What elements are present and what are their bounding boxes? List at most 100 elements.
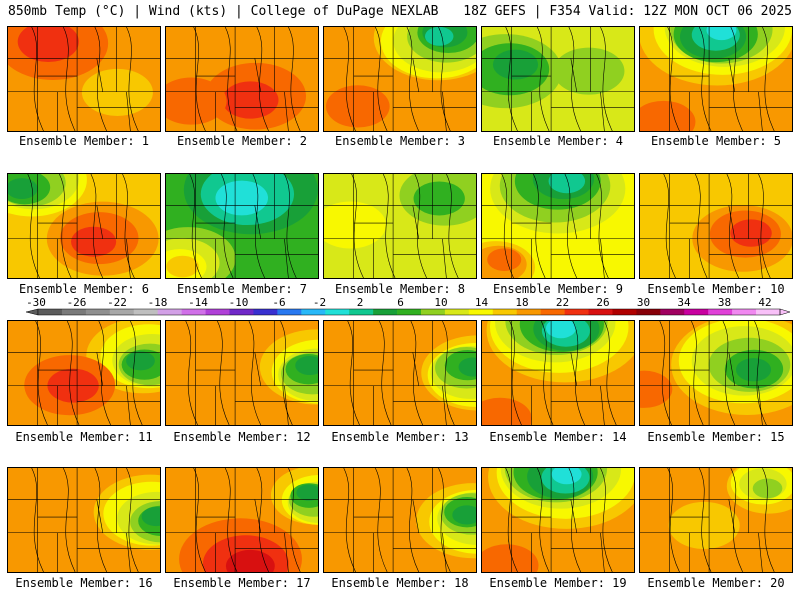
temperature-field [8,321,160,425]
ensemble-member-map [323,467,477,573]
ensemble-member-label: Ensemble Member: 6 [18,282,150,296]
colorbar-segment [157,309,182,315]
ensemble-member-label: Ensemble Member: 19 [489,576,627,590]
temperature-colorbar: -30 -26 -22 -18 -14 -10 -6 -2 2 6 10 14 18 22 26 30 34 38… [25,296,791,316]
ensemble-member-label: Ensemble Member: 7 [176,282,308,296]
colorbar-segment [133,309,158,315]
colorbar-tick-label: 14 [475,296,489,309]
colorbar-tick-label: 22 [556,296,569,309]
colorbar-segment [588,309,613,315]
colorbar-segment [301,309,326,315]
colorbar-tick-label: 26 [596,296,609,309]
colorbar-segment [85,309,111,315]
ensemble-member-map [323,320,477,426]
temperature-field [166,174,318,278]
temperature-field [640,27,792,131]
colorbar-tick-label: -18 [148,296,168,309]
ensemble-member-map [639,467,793,573]
temperature-field [166,468,318,572]
ensemble-member-label: Ensemble Member: 3 [334,134,466,148]
colorbar-segment [373,309,398,315]
colorbar-tick-label: -22 [107,296,127,309]
ensemble-member-map [7,467,161,573]
temperature-field [166,27,318,131]
map-title: 850mb Temp (°C) | Wind (kts) | College o… [8,4,439,19]
ensemble-member-map [7,173,161,279]
ensemble-member-label: Ensemble Member: 20 [647,576,785,590]
temperature-field [482,468,634,572]
colorbar-segment [38,309,63,315]
temperature-field [482,321,634,425]
ensemble-member-map [639,320,793,426]
colorbar-segment [61,309,87,315]
ensemble-member-label: Ensemble Member: 15 [647,430,785,444]
colorbar-tick-label: 18 [515,296,528,309]
colorbar-segment [684,309,709,315]
colorbar-segment [492,309,518,315]
temperature-field [8,468,160,572]
temperature-field [324,321,476,425]
ensemble-member-map [7,26,161,132]
colorbar-tick-label: -6 [272,296,285,309]
ensemble-member-label: Ensemble Member: 8 [334,282,466,296]
ensemble-member-map [323,173,477,279]
colorbar-segment [732,309,757,315]
ensemble-member-label: Ensemble Member: 14 [489,430,627,444]
temperature-field [166,321,318,425]
ensemble-member-map [7,320,161,426]
ensemble-member-label: Ensemble Member: 16 [15,576,153,590]
temperature-field [640,174,792,278]
temperature-field [8,27,160,131]
colorbar-tick-label: -10 [229,296,249,309]
colorbar-segment [253,309,278,315]
ensemble-member-label: Ensemble Member: 4 [492,134,624,148]
ensemble-member-label: Ensemble Member: 13 [331,430,469,444]
colorbar-tick-label: 38 [718,296,731,309]
ensemble-member-label: Ensemble Member: 12 [173,430,311,444]
ensemble-member-map [639,26,793,132]
ensemble-member-map [323,26,477,132]
ensemble-member-map [481,26,635,132]
colorbar-max-arrow [779,308,791,316]
colorbar-segment [612,309,637,315]
ensemble-member-map [481,467,635,573]
colorbar-tick-label: -14 [188,296,208,309]
colorbar-segment [277,309,302,315]
colorbar-segment [660,309,685,315]
colorbar-segment [708,309,733,315]
ensemble-member-map [481,320,635,426]
temperature-field [324,174,476,278]
ensemble-member-map [165,26,319,132]
colorbar-tick-label: -26 [67,296,87,309]
colorbar-tick-label: 10 [434,296,447,309]
colorbar-segment [468,309,494,315]
temperature-field [8,174,160,278]
ensemble-member-label: Ensemble Member: 1 [18,134,150,148]
ensemble-member-label: Ensemble Member: 5 [650,134,782,148]
colorbar-segment [756,309,781,315]
colorbar-segment [444,309,470,315]
colorbar-tick-label: 2 [357,296,364,309]
ensemble-member-map [165,467,319,573]
colorbar-min-arrow [25,308,39,316]
colorbar-tick-label: 6 [397,296,404,309]
colorbar-segment [540,309,565,315]
colorbar-segment [229,309,254,315]
colorbar-segment [420,309,446,315]
colorbar-segment [181,309,206,315]
colorbar-tick-label: 30 [637,296,650,309]
temperature-field [482,174,634,278]
ensemble-member-map [481,173,635,279]
colorbar-segment [516,309,541,315]
ensemble-member-label: Ensemble Member: 10 [647,282,785,296]
colorbar-segment [325,309,350,315]
colorbar-segment [564,309,589,315]
colorbar-tick-label: 42 [758,296,771,309]
temperature-field [482,27,634,131]
ensemble-member-label: Ensemble Member: 11 [15,430,153,444]
ensemble-member-label: Ensemble Member: 2 [176,134,308,148]
colorbar-tick-label: -30 [26,296,46,309]
temperature-field [324,27,476,131]
colorbar-segment [636,309,661,315]
temperature-field [640,321,792,425]
